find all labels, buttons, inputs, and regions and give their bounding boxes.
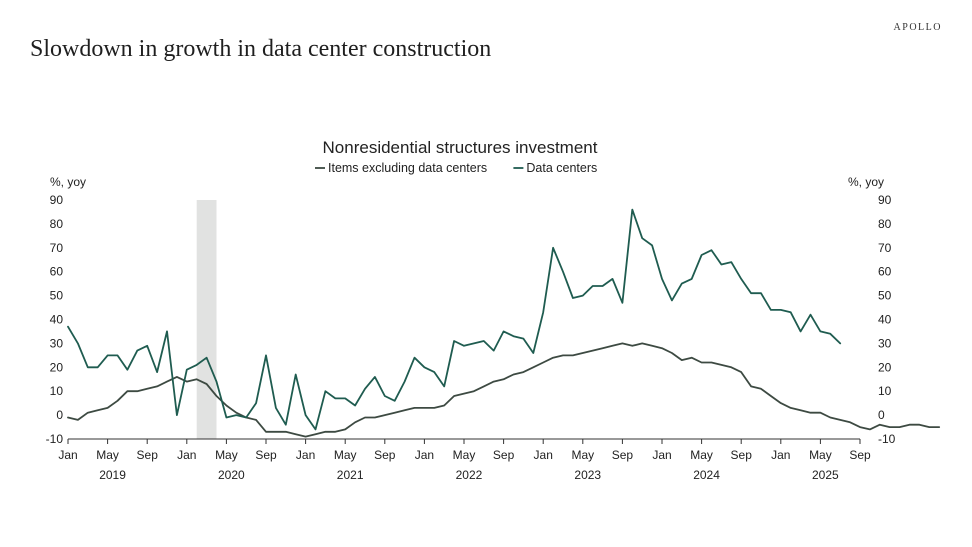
legend-label: Items excluding data centers [328,161,487,175]
y-tick-label-left: -10 [46,432,64,446]
x-tick-label: Sep [849,448,871,462]
y-tick-label-right: 60 [878,265,892,279]
y-tick-label-right: -10 [878,432,896,446]
x-tick-label: May [453,448,476,462]
y-tick-label-right: 10 [878,384,892,398]
y-tick-label-right: 30 [878,336,892,350]
recession-shading [196,200,217,439]
x-year-label: 2025 [812,468,839,482]
x-year-label: 2022 [456,468,483,482]
y-axis-label-right: %, yoy [848,175,884,189]
y-tick-label-left: 0 [56,408,63,422]
y-axis-label-left: %, yoy [50,175,86,189]
x-tick-label: Jan [652,448,671,462]
chart-series [67,208,941,438]
chart-legend: Items excluding data centers Data centers [315,161,597,175]
y-tick-label-left: 40 [50,313,64,327]
y-tick-label-right: 20 [878,360,892,374]
x-tick-label: Sep [255,448,277,462]
y-tick-label-right: 0 [878,408,885,422]
x-tick-label: Jan [177,448,196,462]
chart-title: Nonresidential structures investment [323,138,598,157]
series-line-items-excluding-data-centers [67,342,941,438]
x-year-label: 2021 [337,468,364,482]
y-axis-right: -10 0 10 20 30 40 50 60 70 80 90 [878,193,896,446]
y-tick-label-left: 10 [50,384,64,398]
y-tick-label-right: 50 [878,289,892,303]
x-tick-label: Jan [534,448,553,462]
y-tick-label-right: 80 [878,217,892,231]
y-tick-label-left: 90 [50,193,64,207]
y-tick-label-left: 70 [50,241,64,255]
x-tick-label: May [96,448,119,462]
brand-logo: APOLLO [893,22,942,33]
x-year-label: 2024 [693,468,720,482]
x-tick-label: Jan [415,448,434,462]
y-tick-label-left: 60 [50,265,64,279]
x-tick-label: May [215,448,238,462]
x-tick-label: Jan [771,448,790,462]
page-title: Slowdown in growth in data center constr… [30,36,492,62]
x-tick-label: Sep [612,448,634,462]
x-tick-label: May [334,448,357,462]
x-tick-label: Sep [731,448,753,462]
x-tick-label: May [571,448,594,462]
y-axis-left: -10 0 10 20 30 40 50 60 70 80 90 [46,193,64,446]
y-tick-label-right: 40 [878,313,892,327]
recession-band [196,200,217,439]
x-axis: Jan May Sep Jan May Sep Jan May Sep Jan May Sep Jan M… [58,439,871,462]
y-tick-label-right: 70 [878,241,892,255]
legend-label: Data centers [526,161,597,175]
x-tick-label: Sep [374,448,396,462]
y-tick-label-left: 20 [50,360,64,374]
x-axis-years: 2019 2020 2021 2022 2023 2024 2025 [99,468,839,482]
y-tick-label-left: 80 [50,217,64,231]
y-tick-label-left: 30 [50,336,64,350]
y-tick-label-left: 50 [50,289,64,303]
x-tick-label: Jan [296,448,315,462]
x-tick-label: May [690,448,713,462]
x-tick-label: Jan [58,448,77,462]
series-line-data-centers [67,208,842,431]
x-tick-label: Sep [493,448,515,462]
x-year-label: 2023 [574,468,601,482]
x-year-label: 2019 [99,468,126,482]
x-tick-label: May [809,448,832,462]
x-year-label: 2020 [218,468,245,482]
y-tick-label-right: 90 [878,193,892,207]
x-tick-label: Sep [137,448,159,462]
